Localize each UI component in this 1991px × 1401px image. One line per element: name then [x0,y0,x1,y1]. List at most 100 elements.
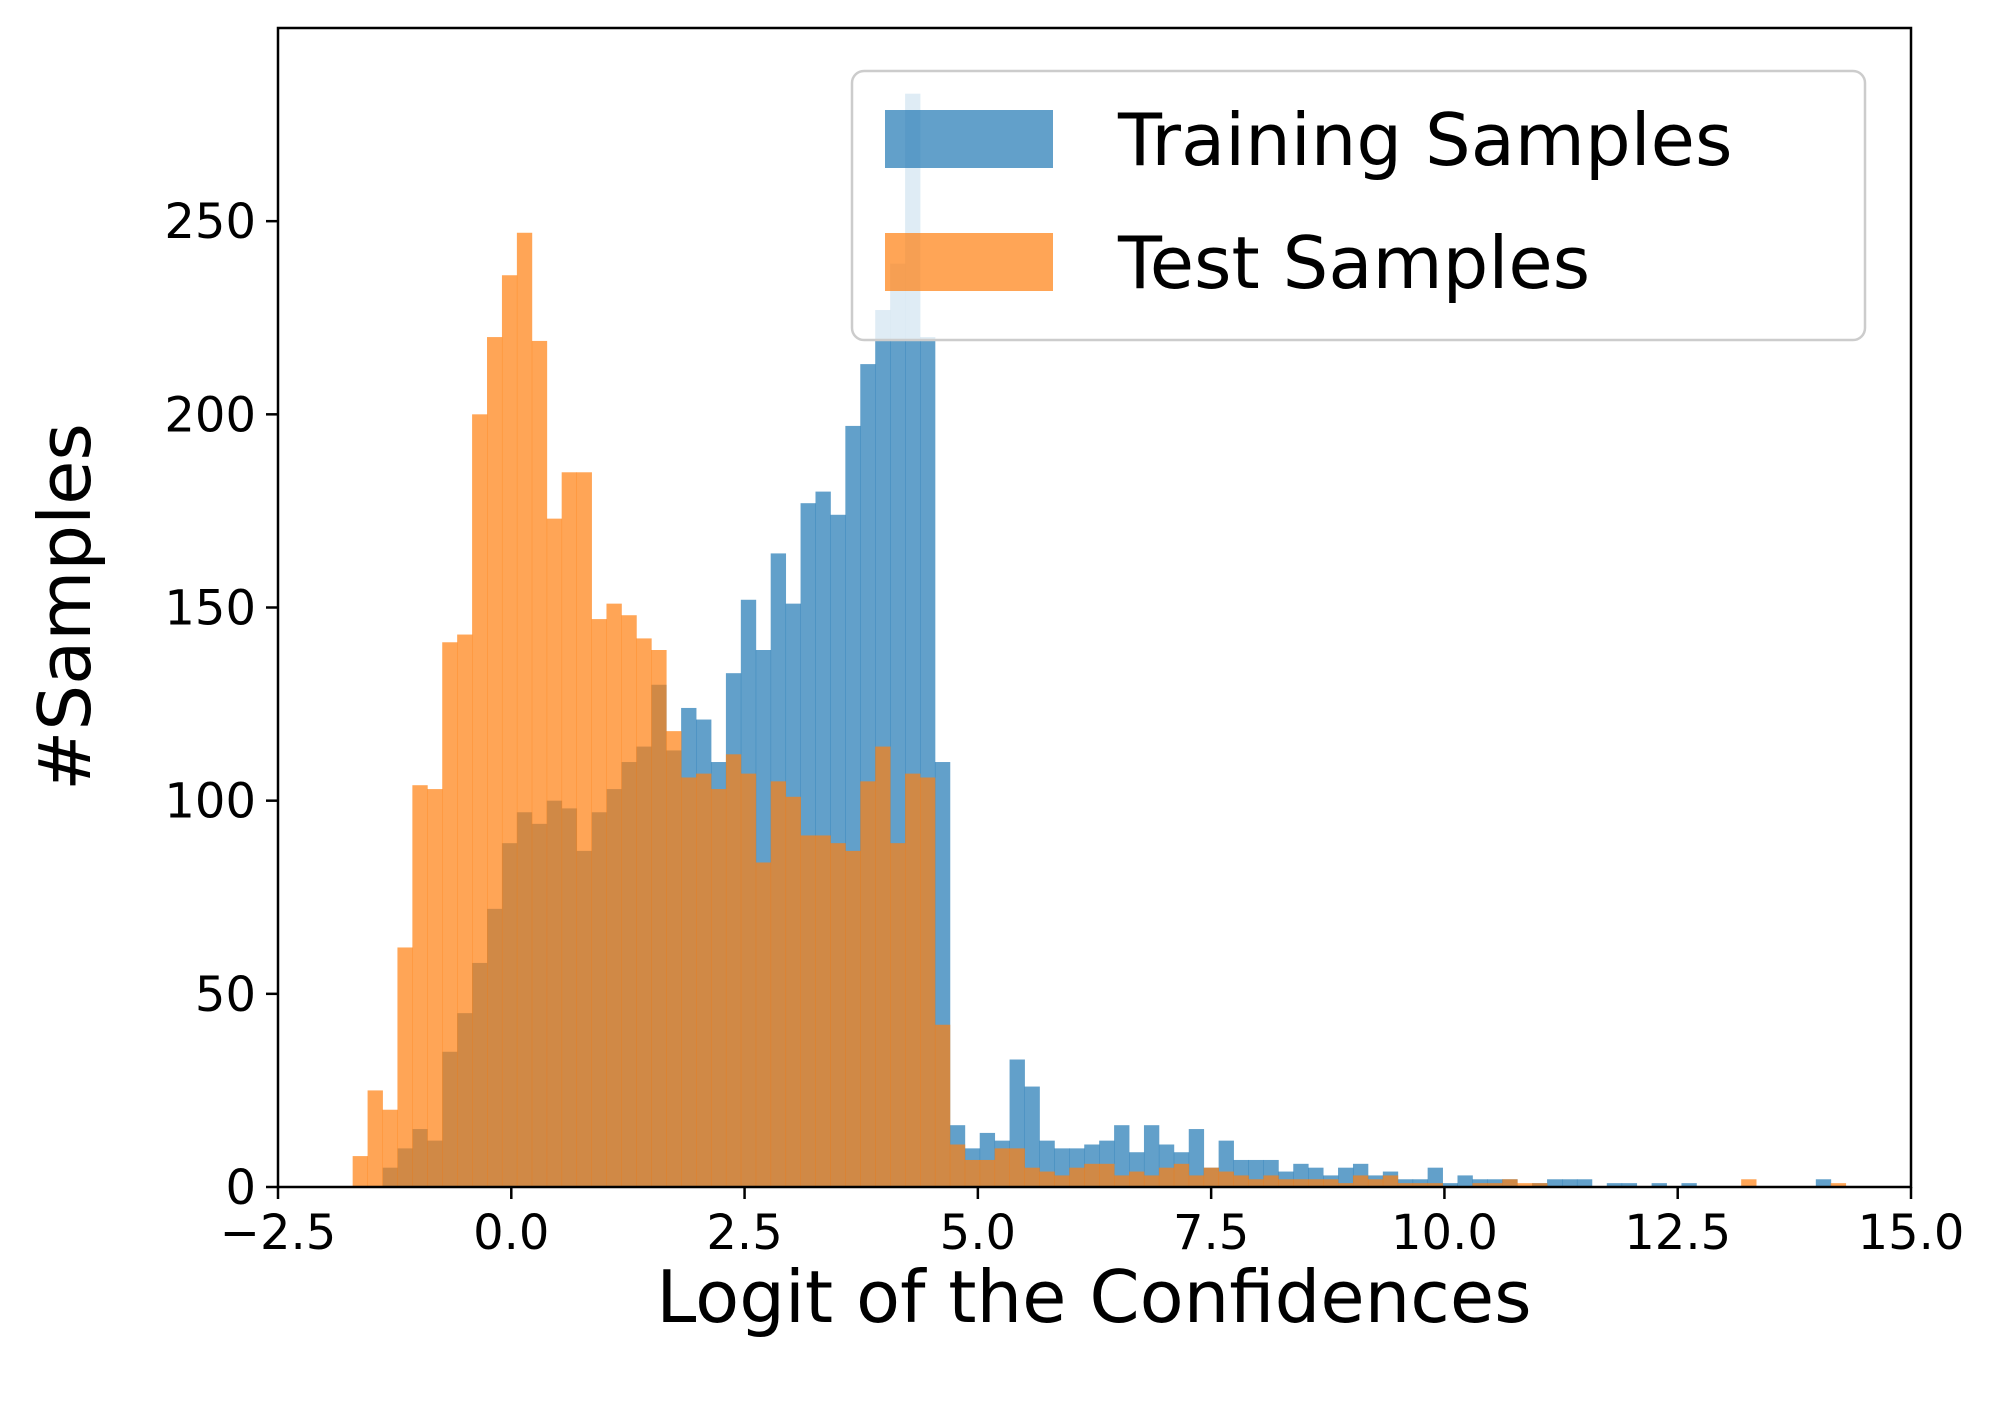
histogram-bar [696,773,712,1187]
histogram-bar [487,337,503,1187]
histogram-bar [1323,1179,1339,1187]
series-test [352,232,1847,1188]
histogram-bar [442,642,458,1187]
histogram-bar [681,777,697,1187]
histogram-bar [1338,1183,1354,1187]
histogram-bar [1517,1183,1533,1187]
histogram-bar [1084,1163,1100,1187]
histogram-bar [576,472,592,1187]
histogram-bar [427,789,443,1187]
histogram-bar [1338,1167,1354,1187]
histogram-bar [845,850,861,1187]
x-tick-label: 2.5 [706,1205,782,1261]
histogram-bar [501,275,518,1187]
histogram-bar [860,781,876,1187]
histogram-bar [1308,1179,1324,1187]
histogram-bar [1412,1179,1429,1187]
histogram-bar [800,835,816,1187]
histogram-bar [1547,1179,1563,1187]
histogram-bar [561,472,578,1187]
histogram-bar [1367,1179,1384,1187]
y-tick-label: 100 [164,774,256,830]
y-tick-label: 150 [164,581,256,637]
histogram-bar [636,638,652,1187]
histogram-bar [1233,1175,1249,1187]
histogram-bar [457,634,473,1187]
histogram-bar [1397,1183,1414,1187]
x-tick-label: 5.0 [940,1205,1016,1261]
histogram-bar [1188,1129,1205,1187]
histogram-bar [1442,1183,1458,1187]
histogram-bar [1472,1183,1488,1187]
histogram-bar [606,603,622,1187]
y-axis-ticks: 0 50 100 150 200 250 [164,194,278,1216]
x-tick-label: 12.5 [1624,1205,1731,1261]
histogram-bar [1024,1086,1040,1187]
histogram-bar [964,1159,981,1187]
histogram-bar [875,746,891,1187]
histogram-bar [1472,1179,1488,1187]
histogram-bar [1532,1183,1548,1187]
x-tick-label: 15.0 [1858,1205,1965,1261]
histogram-bar [785,796,801,1187]
histogram-bar [1114,1175,1130,1187]
histogram-bar [621,615,637,1187]
histogram-bar [949,1144,966,1187]
histogram-bar [1382,1175,1399,1187]
legend: Training Samples Test Samples [850,69,1867,342]
legend-label-test: Test Samples [1117,221,1590,305]
histogram-bar [1352,1175,1369,1187]
histogram-bar [1069,1167,1085,1187]
histogram-bar [740,773,757,1187]
histogram-bar [1487,1179,1503,1187]
histogram-bar [1427,1183,1443,1187]
histogram-bar [1129,1171,1145,1187]
histogram-bar [1681,1183,1697,1187]
histogram-bar [1248,1179,1264,1187]
histogram-bar [1576,1179,1593,1187]
histogram-bar [1487,1183,1503,1187]
histogram-bar [1278,1179,1294,1187]
histogram-bar [994,1148,1010,1187]
histogram-bar [397,947,413,1187]
histogram-bar [546,518,563,1187]
histogram-bar [1621,1183,1638,1187]
histogram-bar [1427,1167,1443,1187]
histogram-bar [591,619,607,1187]
histogram-bar [1188,1175,1205,1187]
y-tick-label: 250 [164,194,256,250]
histogram-bar [815,835,831,1187]
histogram-bar [1606,1183,1623,1187]
histogram-bar [1830,1183,1847,1187]
y-axis-label: #Samples [23,423,107,791]
histogram-bar [1099,1163,1115,1187]
histogram-bar [770,781,787,1187]
histogram-bar [755,862,772,1187]
histogram-bar [979,1159,996,1187]
y-tick-label: 50 [195,967,256,1023]
histogram-bar [382,1109,398,1187]
histogram-bar [531,340,548,1187]
x-axis-ticks: −2.5 0.0 2.5 5.0 7.5 10.0 12.5 15.0 [220,1187,1965,1261]
histogram-bar [934,1024,951,1187]
y-tick-label: 200 [164,387,256,443]
histogram-bar [1143,1175,1160,1187]
histogram-bar [651,650,667,1187]
histogram-bar [1039,1171,1055,1187]
bars-layer [352,93,1847,1188]
histogram-bar [1457,1175,1473,1187]
histogram-bar [367,1090,383,1187]
histogram-bar [1815,1179,1832,1187]
histogram-bar [725,754,742,1187]
histogram-bar [1158,1167,1175,1187]
x-tick-label: −2.5 [220,1205,337,1261]
histogram-bar [1114,1125,1130,1187]
histogram-bar [1203,1167,1220,1187]
histogram-bar [1263,1175,1279,1187]
legend-label-training: Training Samples [1117,98,1732,182]
histogram-bar [920,777,936,1187]
histogram-bar [1502,1179,1518,1187]
histogram-bar [1054,1175,1070,1187]
histogram-bar [1218,1171,1234,1187]
